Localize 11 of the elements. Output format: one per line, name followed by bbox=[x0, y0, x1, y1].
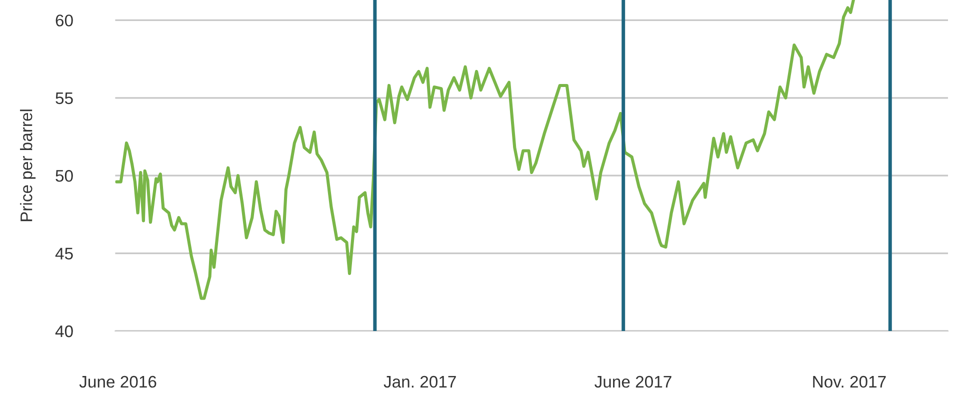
line-series bbox=[115, 0, 855, 300]
x-tick-label: Jan. 2017 bbox=[384, 376, 456, 388]
y-tick-label: 50 bbox=[56, 170, 73, 182]
x-tick-label: June 2017 bbox=[594, 376, 672, 388]
y-tick-label: 55 bbox=[56, 92, 73, 104]
x-tick-label: Nov. 2017 bbox=[813, 376, 886, 388]
y-tick-label: 60 bbox=[56, 14, 73, 26]
y-tick-label: 45 bbox=[55, 248, 73, 260]
y-tick-label: 40 bbox=[55, 325, 73, 338]
y-axis-title: Price per barrel bbox=[20, 110, 36, 222]
x-tick-label: June 2016 bbox=[79, 376, 156, 388]
